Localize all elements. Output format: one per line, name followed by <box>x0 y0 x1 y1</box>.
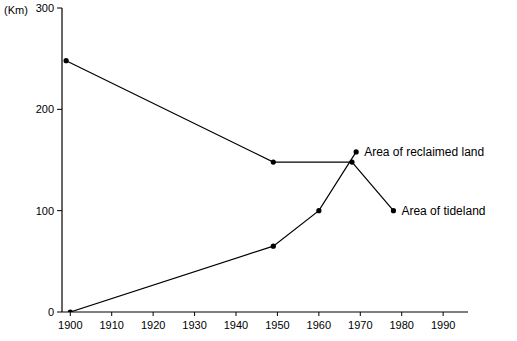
series-labels: Area of reclaimed land Area of tideland <box>364 145 485 218</box>
point-marker <box>354 149 359 154</box>
x-tick-label: 1970 <box>348 319 372 331</box>
x-tick <box>401 312 402 316</box>
x-tick <box>153 312 154 316</box>
x-tick <box>236 312 237 316</box>
y-axis <box>61 8 62 312</box>
x-tick <box>443 312 444 316</box>
x-tick-label: 1930 <box>182 319 206 331</box>
point-marker <box>316 208 321 213</box>
x-tick-label: 1900 <box>58 319 82 331</box>
y-tick-label: 200 <box>36 103 54 115</box>
series-label: Area of tideland <box>401 204 485 218</box>
x-tick <box>360 312 361 316</box>
y-tick-label: 100 <box>36 205 54 217</box>
series-line <box>66 61 393 211</box>
x-tick-label: 1920 <box>141 319 165 331</box>
x-tick <box>111 312 112 316</box>
plot-area <box>64 58 396 312</box>
y-tick <box>57 109 62 110</box>
series-line <box>70 152 356 312</box>
x-tick-label: 1950 <box>265 319 289 331</box>
x-tick <box>70 312 71 316</box>
point-marker <box>349 159 354 164</box>
series-label: Area of reclaimed land <box>364 145 484 159</box>
y-tick <box>57 210 62 211</box>
y-tick <box>57 312 62 313</box>
point-marker <box>68 309 73 312</box>
x-tick-label: 1980 <box>389 319 413 331</box>
point-marker <box>64 58 69 63</box>
x-tick <box>194 312 195 316</box>
x-tick-label: 1960 <box>307 319 331 331</box>
y-axis-label: (Km) <box>4 4 28 16</box>
x-tick-label: 1940 <box>224 319 248 331</box>
point-marker <box>391 208 396 213</box>
chart: 0 100 200 300 1900 1910 1920 1930 1940 1950 1960 19… <box>0 0 517 341</box>
x-tick-label: 1910 <box>99 319 123 331</box>
y-tick-label: 300 <box>36 2 54 14</box>
x-tick-label: 1990 <box>431 319 455 331</box>
point-marker <box>271 244 276 249</box>
x-tick <box>277 312 278 316</box>
x-axis <box>62 311 468 312</box>
point-marker <box>271 159 276 164</box>
y-tick-label: 0 <box>48 306 54 318</box>
x-tick <box>318 312 319 316</box>
y-tick <box>57 8 62 9</box>
